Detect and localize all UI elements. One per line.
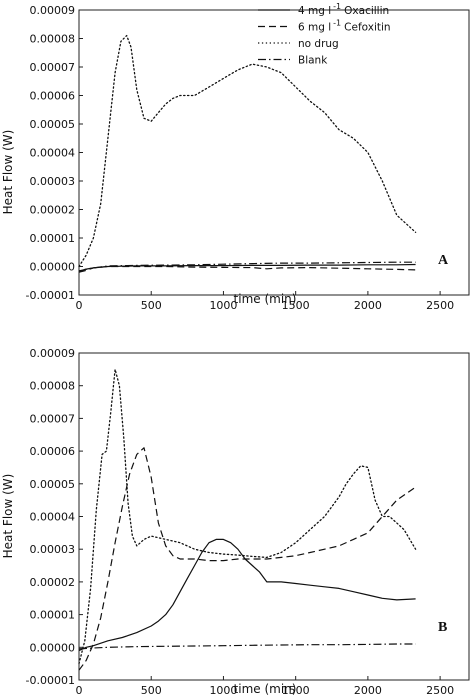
x-tick-label: 500	[141, 299, 162, 312]
x-tick-label: 0	[76, 684, 83, 695]
plot-frame	[78, 352, 470, 681]
axis-ticks: -0.00001 0.00000 0.00001 0.00002 0.00003 0.00…	[26, 347, 455, 695]
y-tick-label: 0.00006	[30, 445, 76, 458]
panel-b: -0.00001 0.00000 0.00001 0.00002 0.00003 0.00…	[1, 347, 470, 695]
y-tick-label: 0.00002	[30, 576, 76, 589]
y-tick-label: 0.00007	[30, 61, 76, 74]
axes-frame	[78, 352, 470, 681]
series-dotted-line	[78, 34, 417, 268]
legend-entry-label: 6 mg l -1 Cefoxitin	[298, 19, 391, 34]
x-tick-label: 1000	[209, 684, 237, 695]
x-tick-label: 2000	[354, 684, 382, 695]
x-tick-label: 0	[76, 299, 83, 312]
y-axis-label: Heat Flow (W)	[1, 474, 15, 559]
series-solid-line	[78, 538, 416, 652]
series-dashdot-line	[78, 643, 416, 650]
series-dashed-line	[78, 447, 416, 671]
x-tick-label: 2000	[354, 299, 382, 312]
legend-entry-label: 4 mg l -1 Oxacillin	[298, 2, 389, 17]
series-dashdot-line	[78, 261, 416, 272]
panel-a: -0.00001 0.00000 0.00001 0.00002 0.00003 0.00…	[1, 2, 470, 312]
y-tick-label: 0.00004	[30, 147, 76, 160]
axes-frame	[78, 9, 470, 296]
y-tick-label: 0.00000	[30, 641, 76, 654]
y-tick-label: 0.00009	[30, 347, 76, 360]
y-tick-label: 0.00001	[30, 609, 76, 622]
series-lines	[78, 368, 417, 671]
y-tick-label: 0.00006	[30, 90, 76, 103]
series-lines	[78, 34, 417, 273]
plot-frame	[78, 9, 470, 296]
x-tick-label: 500	[141, 684, 162, 695]
x-tick-label: 2500	[426, 684, 454, 695]
y-tick-label: 0.00008	[30, 380, 76, 393]
legend-entry-label: no drug	[298, 38, 339, 50]
y-tick-label: 0.00004	[30, 511, 76, 524]
y-tick-label: 0.00002	[30, 204, 76, 217]
x-tick-label: 1000	[209, 299, 237, 312]
y-axis-label: Heat Flow (W)	[1, 130, 15, 215]
legend-entry-label: Blank	[298, 55, 328, 67]
x-axis-label: time (min)	[234, 292, 297, 306]
panel-annotation: A	[438, 253, 449, 268]
y-tick-label: 0.00007	[30, 412, 76, 425]
y-tick-label: 0.00009	[30, 4, 76, 17]
y-tick-label: 0.00005	[30, 478, 76, 491]
x-axis-label: time (min)	[234, 682, 297, 695]
series-dashed-line	[78, 265, 416, 273]
y-tick-label: -0.00001	[26, 674, 75, 687]
x-tick-label: 1500	[282, 684, 310, 695]
x-tick-label: 2500	[426, 299, 454, 312]
y-tick-label: 0.00008	[30, 33, 76, 46]
y-tick-label: 0.00000	[30, 261, 76, 274]
y-tick-label: 0.00003	[30, 175, 76, 188]
x-tick-label: 1500	[282, 299, 310, 312]
y-tick-label: 0.00003	[30, 543, 76, 556]
series-dotted-line	[78, 368, 417, 665]
axis-ticks: -0.00001 0.00000 0.00001 0.00002 0.00003 0.00…	[26, 4, 455, 312]
panel-annotation: B	[438, 620, 447, 635]
y-tick-label: -0.00001	[26, 289, 75, 302]
legend: 4 mg l -1 Oxacillin 6 mg l -1 Cefoxitin no dru…	[258, 2, 391, 67]
y-tick-label: 0.00005	[30, 118, 76, 131]
y-tick-label: 0.00001	[30, 232, 76, 245]
